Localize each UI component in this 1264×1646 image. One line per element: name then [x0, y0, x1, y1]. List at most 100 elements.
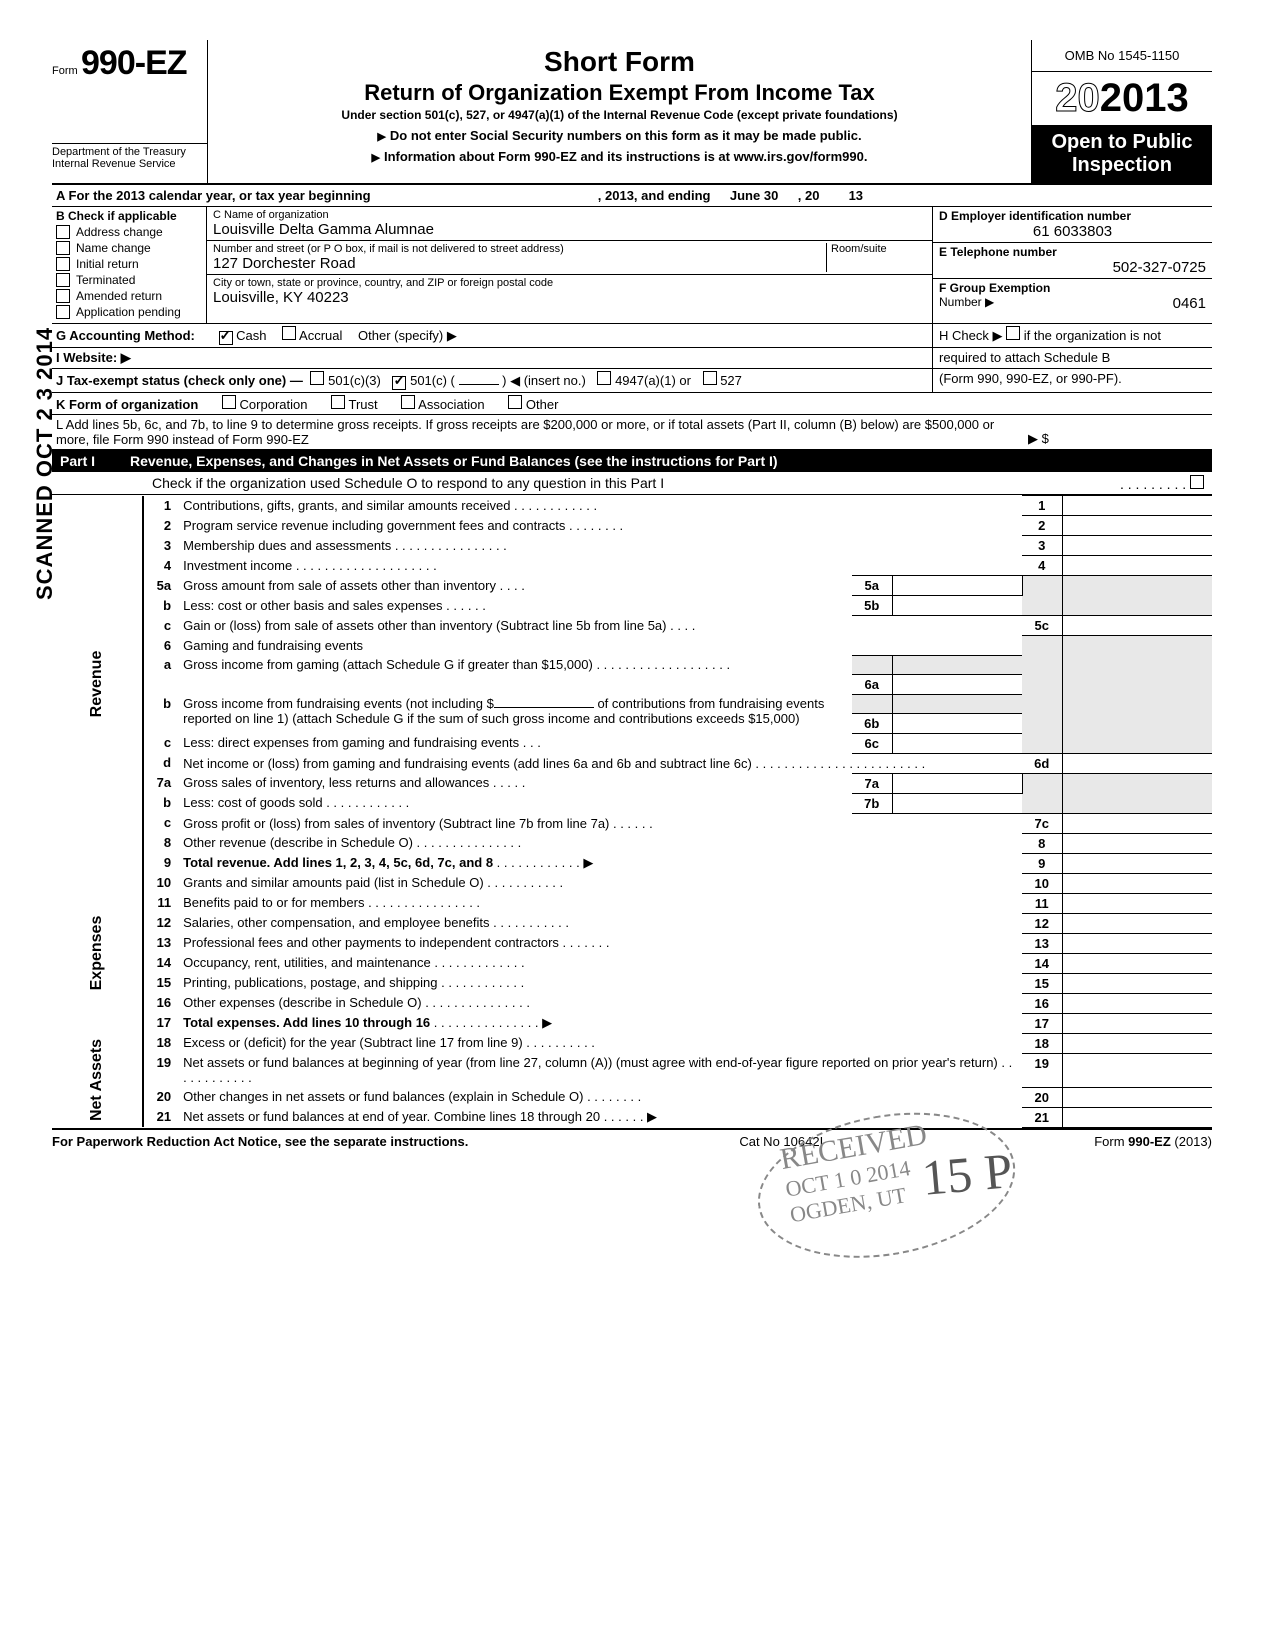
dept-irs: Internal Revenue Service: [52, 158, 207, 170]
cb-501c3[interactable]: [310, 371, 324, 385]
line-18-text: Excess or (deficit) for the year (Subtra…: [183, 1035, 523, 1050]
org-name-value: Louisville Delta Gamma Alumnae: [213, 221, 926, 238]
lbl-other-method: Other (specify) ▶: [358, 328, 457, 343]
cb-assoc[interactable]: [401, 395, 415, 409]
row-l: L Add lines 5b, 6c, and 7b, to line 9 to…: [52, 415, 1212, 450]
group-value: 0461: [1173, 295, 1206, 312]
k-label: K Form of organization: [56, 397, 198, 412]
lbl-terminated: Terminated: [76, 273, 135, 287]
title-under: Under section 501(c), 527, or 4947(a)(1)…: [216, 108, 1023, 122]
period-end-year-prefix: , 20: [798, 188, 820, 203]
cb-schedule-o-part1[interactable]: [1190, 475, 1204, 489]
section-de: D Employer identification number 61 6033…: [932, 207, 1212, 323]
line-17-text: Total expenses. Add lines 10 through 16: [183, 1015, 430, 1030]
line-16-text: Other expenses (describe in Schedule O): [183, 995, 421, 1010]
title-short-form: Short Form: [216, 46, 1023, 78]
info-link-text: Information about Form 990-EZ and its in…: [216, 149, 1023, 164]
cb-other-org[interactable]: [508, 395, 522, 409]
line-6a-text: Gross income from gaming (attach Schedul…: [183, 657, 593, 672]
line-11-text: Benefits paid to or for members: [183, 895, 364, 910]
lbl-address-change: Address change: [76, 225, 163, 239]
omb-number: OMB No 1545-1150: [1032, 40, 1212, 72]
ssn-warning: Do not enter Social Security numbers on …: [216, 128, 1023, 143]
lbl-name-change: Name change: [76, 241, 151, 255]
phone-value: 502-327-0725: [939, 259, 1206, 276]
h-text4: (Form 990, 990-EZ, or 990-PF).: [939, 371, 1122, 386]
line-6d-text: Net income or (loss) from gaming and fun…: [183, 756, 752, 771]
part1-sub: Check if the organization used Schedule …: [52, 472, 1212, 495]
period-prefix: A For the 2013 calendar year, or tax yea…: [56, 188, 371, 203]
row-j: J Tax-exempt status (check only one) — 5…: [52, 369, 1212, 393]
g-label: G Accounting Method:: [56, 328, 195, 343]
lbl-501c-insert: ) ◀ (insert no.): [502, 373, 586, 388]
lbl-initial-return: Initial return: [76, 257, 139, 271]
street-label: Number and street (or P O box, if mail i…: [213, 243, 826, 255]
line-15-text: Printing, publications, postage, and shi…: [183, 975, 437, 990]
cb-initial-return[interactable]: [56, 257, 70, 271]
lbl-amended: Amended return: [76, 289, 162, 303]
cb-app-pending[interactable]: [56, 305, 70, 319]
year-cell: OMB No 1545-1150 202013 Open to Public I…: [1032, 40, 1212, 183]
line-4-text: Investment income: [183, 558, 292, 573]
period-end-year: 13: [823, 188, 863, 203]
line-14-text: Occupancy, rent, utilities, and maintena…: [183, 955, 431, 970]
cb-4947[interactable]: [597, 371, 611, 385]
lbl-501c3: 501(c)(3): [328, 373, 381, 388]
part1-lines-table: Revenue 1Contributions, gifts, grants, a…: [52, 495, 1212, 1128]
side-revenue: Revenue: [88, 643, 106, 725]
cb-schedule-b[interactable]: [1006, 326, 1020, 340]
period-row: A For the 2013 calendar year, or tax yea…: [52, 185, 1212, 207]
title-cell: Short Form Return of Organization Exempt…: [207, 40, 1032, 183]
title-return: Return of Organization Exempt From Incom…: [216, 80, 1023, 106]
cb-cash[interactable]: [219, 331, 233, 345]
cb-527[interactable]: [703, 371, 717, 385]
form-header: Form 990-EZ Department of the Treasury I…: [52, 40, 1212, 185]
schedule-b-check: H Check ▶ if the organization is not: [932, 324, 1212, 347]
cb-terminated[interactable]: [56, 273, 70, 287]
footer: For Paperwork Reduction Act Notice, see …: [52, 1128, 1212, 1153]
cb-trust[interactable]: [331, 395, 345, 409]
lbl-cash: Cash: [236, 328, 266, 343]
line-6c-text: Less: direct expenses from gaming and fu…: [183, 735, 519, 750]
row-gh: G Accounting Method: Cash Accrual Other …: [52, 324, 1212, 348]
ein-value: 61 6033803: [939, 223, 1206, 240]
line-7c-text: Gross profit or (loss) from sales of inv…: [183, 816, 609, 831]
cb-address-change[interactable]: [56, 225, 70, 239]
part1-header: Part I Revenue, Expenses, and Changes in…: [52, 450, 1212, 472]
line-2-text: Program service revenue including govern…: [183, 518, 565, 533]
tax-year: 202013: [1032, 72, 1212, 125]
handwritten-signature: 15 P: [919, 1141, 1014, 1207]
lbl-501c: 501(c) (: [410, 373, 455, 388]
period-mid: , 2013, and ending: [598, 188, 711, 203]
cb-corp[interactable]: [222, 395, 236, 409]
period-end-month: June 30: [714, 188, 794, 203]
line-20-text: Other changes in net assets or fund bala…: [183, 1089, 583, 1104]
stamp-location: OGDEN, UT: [788, 1177, 939, 1228]
cb-name-change[interactable]: [56, 241, 70, 255]
cb-501c[interactable]: [392, 376, 406, 390]
footer-mid: Cat No 10642I: [739, 1134, 823, 1149]
ein-label: D Employer identification number: [939, 209, 1206, 223]
footer-right: Form 990-EZ (2013): [1094, 1134, 1212, 1149]
side-expenses: Expenses: [88, 912, 106, 994]
group-label2: Number ▶: [939, 295, 994, 312]
line-5b-text: Less: cost or other basis and sales expe…: [183, 598, 442, 613]
dept-treasury: Department of the Treasury: [52, 146, 207, 158]
street-value: 127 Dorchester Road: [213, 255, 826, 272]
line-21-text: Net assets or fund balances at end of ye…: [183, 1109, 600, 1124]
form-990ez-container: SCANNED OCT 2 3 2014 Form 990-EZ Departm…: [52, 40, 1212, 1153]
form-number-cell: Form 990-EZ Department of the Treasury I…: [52, 40, 207, 183]
cb-amended[interactable]: [56, 289, 70, 303]
lbl-app-pending: Application pending: [76, 305, 181, 319]
side-netassets: Net Assets: [88, 1039, 106, 1121]
section-b: B Check if applicable Address change Nam…: [52, 207, 207, 323]
open-to-public: Open to Public Inspection: [1032, 125, 1212, 183]
l-arrow: ▶ $: [1008, 431, 1208, 447]
lbl-other-org: Other: [526, 397, 559, 412]
line-1-text: Contributions, gifts, grants, and simila…: [183, 498, 510, 513]
cb-accrual[interactable]: [282, 326, 296, 340]
footer-left: For Paperwork Reduction Act Notice, see …: [52, 1134, 468, 1149]
line-7a-text: Gross sales of inventory, less returns a…: [183, 775, 489, 790]
h-text1: H Check ▶: [939, 328, 1002, 343]
line-13-text: Professional fees and other payments to …: [183, 935, 559, 950]
